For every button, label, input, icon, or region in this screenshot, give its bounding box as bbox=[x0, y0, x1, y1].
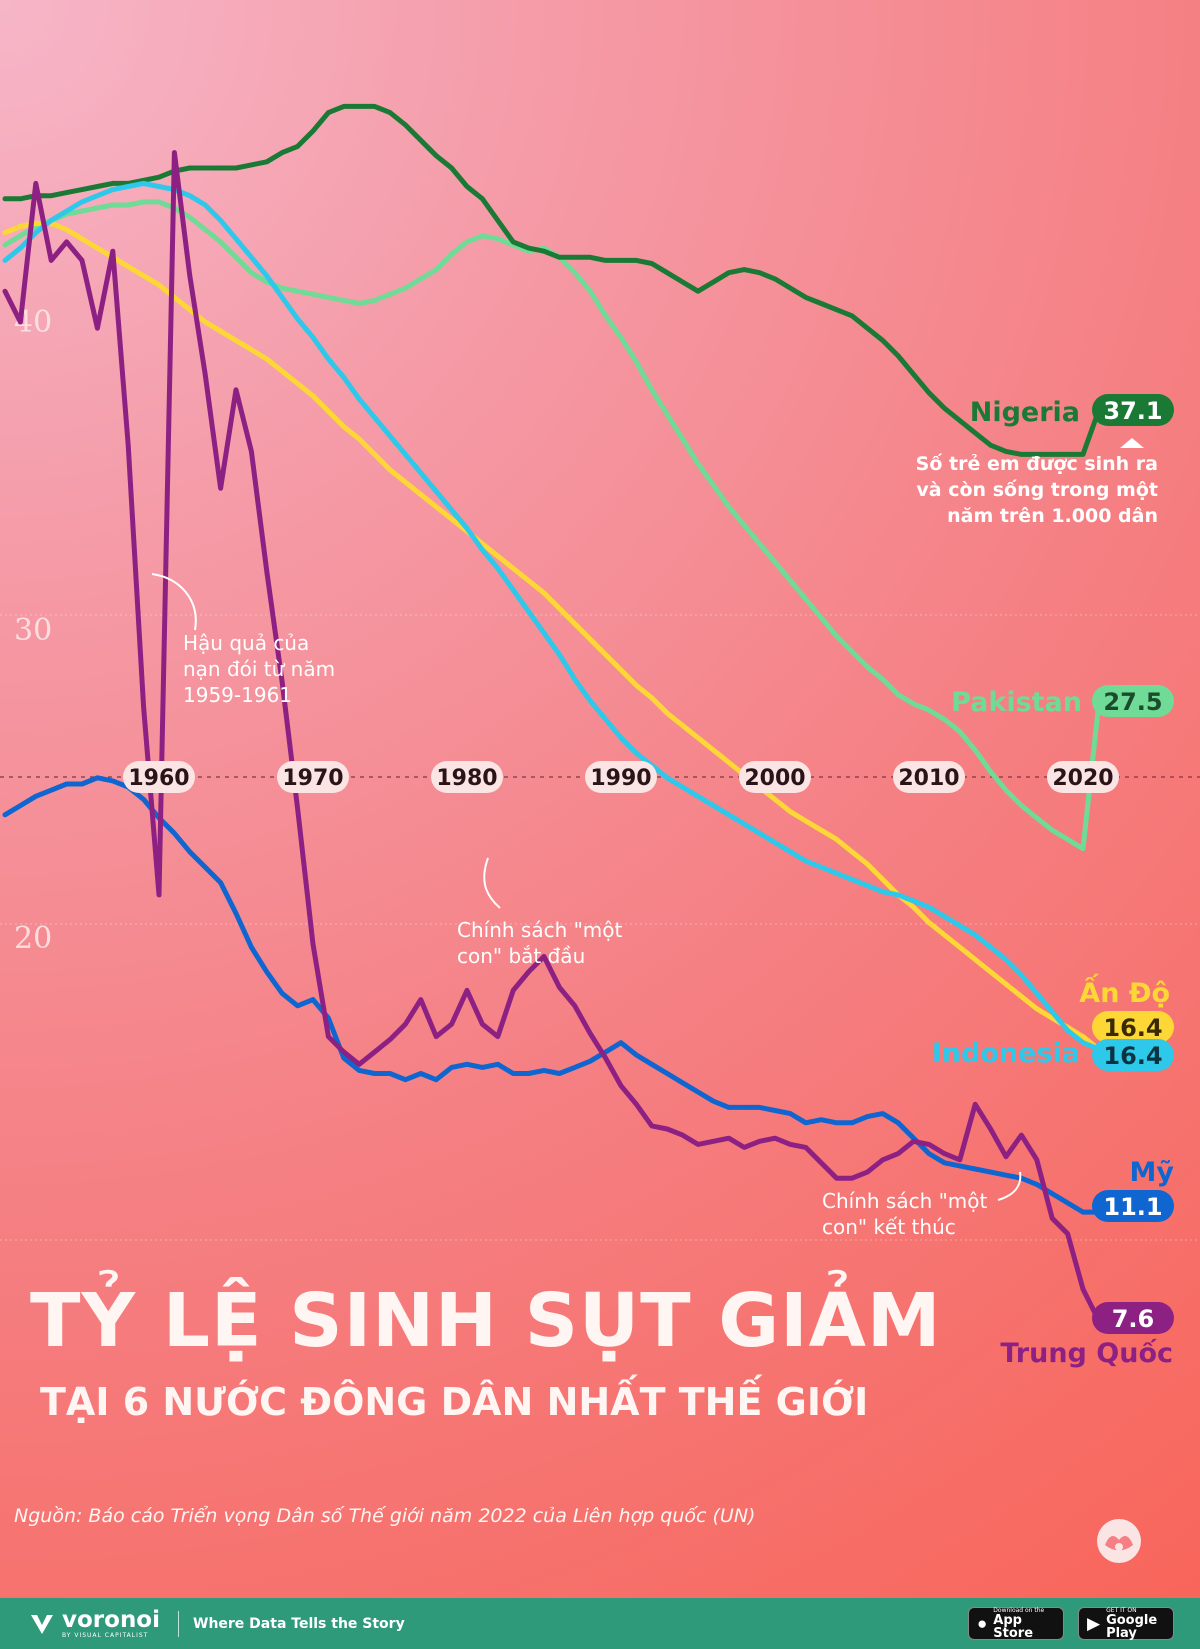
value-pill-text: 16.4 bbox=[1103, 1014, 1162, 1042]
x-tick-label: 2020 bbox=[1052, 766, 1113, 791]
series-label-india: Ấn Độ bbox=[1079, 973, 1170, 1009]
unit-note-line: Số trẻ em được sinh ra bbox=[916, 452, 1158, 475]
value-pill-bg bbox=[1092, 685, 1174, 717]
x-tick-pill bbox=[277, 761, 349, 793]
tagline: Where Data Tells the Story bbox=[193, 1615, 405, 1632]
footer-divider bbox=[178, 1610, 179, 1637]
series-label-nigeria: Nigeria bbox=[970, 397, 1080, 428]
x-tick-1970: 1970 bbox=[277, 761, 349, 793]
x-tick-1990: 1990 bbox=[585, 761, 657, 793]
y-tick-30: 30 bbox=[14, 613, 52, 648]
app-store-label: App Store bbox=[993, 1613, 1034, 1641]
series-label-china: Trung Quốc bbox=[1000, 1338, 1173, 1369]
series-line-indonesia bbox=[2, 180, 1101, 1052]
value-pill-text: 27.5 bbox=[1103, 688, 1162, 716]
value-pill-bg bbox=[1092, 1190, 1174, 1222]
value-pill-bg bbox=[1092, 1302, 1174, 1334]
x-tick-label: 1980 bbox=[436, 766, 497, 791]
app-store-button[interactable]: ● Download on the App Store bbox=[968, 1607, 1064, 1640]
apple-icon: ● bbox=[977, 1613, 988, 1633]
x-tick-label: 1970 bbox=[282, 766, 343, 791]
series-line-nigeria bbox=[2, 103, 1101, 457]
series-line-china bbox=[2, 150, 1101, 1323]
value-pill-bg bbox=[1092, 394, 1174, 426]
value-pill-india: 16.4 bbox=[1092, 1011, 1174, 1043]
annotation-text: Hậu quả của bbox=[183, 631, 309, 655]
value-pill-nigeria: 37.1 bbox=[1092, 394, 1174, 426]
value-pill-text: 7.6 bbox=[1112, 1305, 1155, 1333]
annotation-text: con" bắt đầu bbox=[457, 944, 585, 968]
value-pill-bg bbox=[1092, 1039, 1174, 1071]
annotation-text: Chính sách "một bbox=[457, 918, 623, 942]
x-tick-label: 2000 bbox=[744, 766, 805, 791]
annotation-arrow bbox=[483, 857, 501, 909]
x-tick-pill bbox=[431, 761, 503, 793]
series-line-india bbox=[2, 220, 1101, 1052]
value-pill-text: 11.1 bbox=[1103, 1193, 1162, 1221]
voronoi-logo[interactable]: voronoi BY VISUAL CAPITALIST bbox=[28, 1606, 160, 1639]
x-tick-pill bbox=[1047, 761, 1119, 793]
x-tick-2010: 2010 bbox=[893, 761, 965, 793]
value-pill-china: 7.6 bbox=[1092, 1302, 1174, 1334]
play-icon: ▶ bbox=[1087, 1613, 1101, 1633]
unit-note-line: năm trên 1.000 dân bbox=[947, 505, 1158, 527]
annotation-text: con" kết thúc bbox=[822, 1215, 956, 1239]
value-pill-pakistan: 27.5 bbox=[1092, 685, 1174, 717]
value-pill-text: 37.1 bbox=[1103, 397, 1162, 425]
annotation-text: 1959-1961 bbox=[183, 683, 292, 707]
footer-bar: voronoi BY VISUAL CAPITALIST Where Data … bbox=[0, 1598, 1200, 1649]
google-play-label: Google Play bbox=[1106, 1613, 1158, 1641]
brand-watermark-icon bbox=[1097, 1519, 1141, 1563]
x-tick-pill bbox=[893, 761, 965, 793]
annotation-arrow bbox=[151, 573, 197, 631]
x-tick-pill bbox=[739, 761, 811, 793]
annotation-text: nạn đói từ năm bbox=[183, 657, 335, 681]
annotation-text: Chính sách "một bbox=[822, 1189, 988, 1213]
unit-note-line: và còn sống trong một bbox=[916, 478, 1158, 501]
unit-note-pointer bbox=[1120, 438, 1144, 448]
annotation-arrow bbox=[997, 1171, 1022, 1201]
x-tick-2000: 2000 bbox=[739, 761, 811, 793]
x-tick-1960: 1960 bbox=[123, 761, 195, 793]
series-label-indonesia: Indonesia bbox=[932, 1038, 1080, 1069]
voronoi-mark-icon bbox=[31, 1614, 53, 1634]
source-note: Nguồn: Báo cáo Triển vọng Dân số Thế giớ… bbox=[14, 1505, 756, 1527]
x-tick-label: 1990 bbox=[590, 766, 651, 791]
brand-name: voronoi bbox=[62, 1606, 160, 1633]
chart-title: TỶ LỆ SINH SỤT GIẢM bbox=[30, 1278, 942, 1364]
google-play-button[interactable]: ▶ GET IT ON Google Play bbox=[1078, 1607, 1174, 1640]
series-label-pakistan: Pakistan bbox=[951, 687, 1082, 718]
value-pill-indonesia: 16.4 bbox=[1092, 1039, 1174, 1071]
x-tick-label: 1960 bbox=[128, 766, 189, 791]
x-tick-1980: 1980 bbox=[431, 761, 503, 793]
app-store-small: Download on the bbox=[993, 1607, 1045, 1614]
chart-subtitle: TẠI 6 NƯỚC ĐÔNG DÂN NHẤT THẾ GIỚI bbox=[40, 1380, 869, 1424]
value-pill-text: 16.4 bbox=[1103, 1042, 1162, 1070]
x-tick-pill bbox=[123, 761, 195, 793]
y-tick-20: 20 bbox=[14, 921, 52, 956]
x-tick-label: 2010 bbox=[898, 766, 959, 791]
value-pill-usa: 11.1 bbox=[1092, 1190, 1174, 1222]
series-label-usa: Mỹ bbox=[1130, 1157, 1175, 1188]
value-pill-bg bbox=[1092, 1011, 1174, 1043]
x-tick-2020: 2020 bbox=[1047, 761, 1119, 793]
google-play-small: GET IT ON bbox=[1106, 1607, 1137, 1614]
x-tick-pill bbox=[585, 761, 657, 793]
brand-byline: BY VISUAL CAPITALIST bbox=[62, 1631, 149, 1639]
